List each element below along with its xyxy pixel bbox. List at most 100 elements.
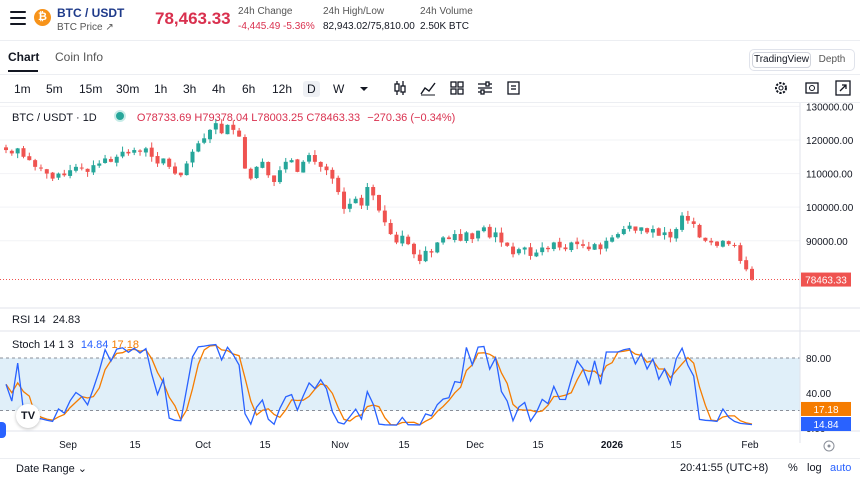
candle-body	[155, 156, 160, 164]
time-axis-label: Sep	[59, 440, 77, 451]
candle	[213, 119, 218, 135]
timeframe-1m[interactable]: 1m	[14, 82, 31, 96]
candle	[446, 235, 451, 240]
legend-close: C78463.33	[306, 112, 361, 124]
candle-type-icon[interactable]	[392, 80, 408, 96]
stoch-label: Stoch 14 1 3	[12, 339, 74, 351]
timeframe-1h[interactable]: 1h	[154, 82, 168, 96]
timeframe-12h[interactable]: 12h	[272, 82, 293, 96]
indicators-icon[interactable]	[420, 80, 436, 96]
candle-body	[50, 172, 55, 179]
timeframe-6h[interactable]: 6h	[242, 82, 256, 96]
tab-chart[interactable]: Chart	[8, 50, 40, 64]
legend-change: −270.36 (−0.34%)	[367, 112, 456, 124]
timeframe-4h[interactable]: 4h	[212, 82, 226, 96]
side-panel-tab[interactable]	[0, 422, 6, 438]
candle	[377, 194, 381, 213]
legend-low: L78003.25	[251, 112, 304, 124]
more-timeframes-chevron-icon[interactable]	[358, 84, 370, 94]
candle-body	[68, 170, 73, 176]
legend-symbol: BTC / USDT · 1D	[12, 112, 97, 124]
stoch-k-value: 14.84	[80, 339, 109, 351]
candle-body	[738, 245, 743, 261]
candle	[639, 227, 644, 235]
candle-body	[318, 161, 323, 167]
candle	[33, 158, 38, 171]
candle-body	[225, 124, 230, 135]
candle-body	[493, 232, 498, 238]
gear-icon[interactable]	[773, 80, 789, 96]
candle	[715, 241, 720, 248]
candle-body	[470, 233, 475, 240]
candle-body	[277, 170, 282, 183]
view-toggle	[749, 49, 855, 71]
candle	[528, 243, 533, 260]
candle	[173, 162, 178, 176]
candle-body	[435, 242, 440, 253]
candle-body	[487, 226, 492, 238]
log-toggle[interactable]: log	[807, 462, 822, 474]
candle	[744, 256, 749, 272]
candle	[697, 223, 702, 239]
candle-body	[336, 177, 341, 193]
candle	[394, 231, 399, 245]
timeframe-30m[interactable]: 30m	[116, 82, 140, 96]
candle	[266, 161, 271, 178]
candle-body	[394, 234, 399, 243]
fullscreen-icon[interactable]	[835, 80, 851, 96]
candle	[254, 166, 259, 179]
candle	[411, 242, 416, 259]
date-range-dropdown[interactable]: Date Range ⌄	[16, 462, 87, 475]
candle	[476, 230, 481, 242]
candle	[493, 227, 498, 243]
candle-body	[27, 156, 32, 161]
candle	[79, 163, 84, 171]
rsi-label: RSI 14	[12, 314, 46, 326]
time-axis-label: 15	[398, 440, 410, 451]
candle	[633, 226, 638, 234]
timeframe-5m[interactable]: 5m	[46, 82, 63, 96]
candle-body	[674, 229, 679, 239]
layout-icon[interactable]	[449, 80, 465, 96]
candle	[260, 158, 265, 169]
candle-body	[575, 241, 580, 245]
candle-body	[534, 252, 539, 257]
notes-icon[interactable]	[506, 80, 522, 96]
candle-body	[377, 194, 381, 211]
tradingview-button[interactable]: TradingView	[752, 52, 811, 68]
snapshot-icon[interactable]	[804, 80, 820, 96]
price-chart[interactable]: 130000.00 120000.00 110000.00 100000.00 9000…	[0, 103, 860, 458]
candle	[97, 160, 102, 168]
auto-scale-toggle[interactable]: auto	[830, 462, 852, 474]
candle-body	[260, 161, 265, 168]
timeframe-15m[interactable]: 15m	[79, 82, 103, 96]
candle	[202, 133, 207, 145]
candle-body	[242, 137, 247, 169]
settings-sliders-icon[interactable]	[477, 80, 493, 96]
candle-body	[120, 151, 125, 157]
candle	[511, 242, 516, 258]
percent-toggle[interactable]: %	[788, 462, 798, 474]
coin-price-link[interactable]: BTC Price ↗	[57, 22, 114, 33]
pair-title[interactable]: BTC / USDT	[57, 6, 125, 20]
candle-body	[324, 166, 329, 171]
candle	[580, 239, 585, 249]
reset-zoom-icon[interactable]	[822, 439, 836, 453]
candle	[371, 184, 376, 201]
timeframe-w[interactable]: W	[333, 82, 345, 96]
tab-coin-info[interactable]: Coin Info	[55, 50, 104, 64]
candle	[365, 182, 370, 210]
candle	[406, 234, 411, 246]
candle	[441, 236, 446, 245]
candle	[546, 246, 551, 253]
tradingview-logo-icon[interactable]: TV	[16, 404, 40, 428]
candle-body	[132, 150, 137, 153]
candle	[470, 232, 475, 244]
candle-body	[406, 236, 411, 245]
candle-body	[73, 166, 78, 171]
timeframe-3h[interactable]: 3h	[183, 82, 197, 96]
depth-button[interactable]: Depth	[818, 54, 846, 65]
candle-body	[138, 150, 143, 152]
hamburger-menu-icon[interactable]	[10, 11, 26, 25]
timeframe-d[interactable]: D	[303, 81, 320, 97]
